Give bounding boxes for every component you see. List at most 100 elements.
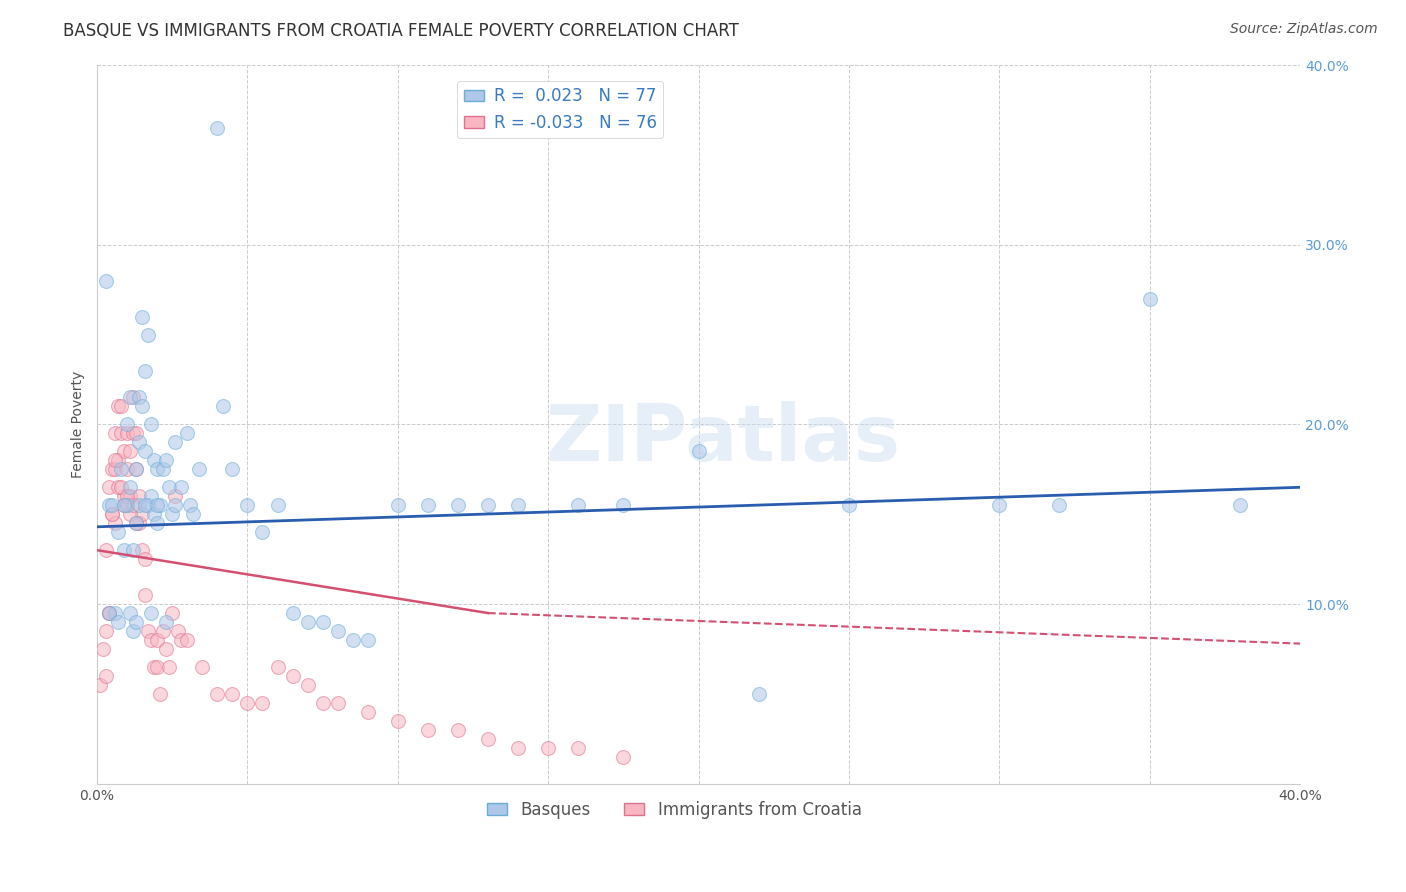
Point: [120, 391, 142, 405]
Legend: Basques, Immigrants from Croatia: Basques, Immigrants from Croatia: [481, 795, 869, 826]
Point: [94, 543, 117, 558]
Point: [416, 723, 439, 737]
Point: [136, 624, 159, 638]
Point: [146, 660, 169, 674]
Point: [94, 274, 117, 288]
Point: [143, 453, 166, 467]
Point: [612, 749, 634, 764]
Point: [125, 462, 148, 476]
Point: [122, 498, 145, 512]
Point: [167, 624, 190, 638]
Point: [342, 632, 364, 647]
Point: [98, 606, 121, 620]
Point: [149, 687, 172, 701]
Point: [748, 687, 770, 701]
Point: [128, 435, 150, 450]
Point: [128, 489, 150, 503]
Point: [134, 552, 156, 566]
Point: [188, 462, 211, 476]
Point: [141, 489, 163, 503]
Point: [176, 632, 198, 647]
Point: [143, 660, 166, 674]
Point: [165, 489, 187, 503]
Point: [477, 498, 499, 512]
Point: [537, 740, 560, 755]
Point: [125, 516, 148, 531]
Point: [155, 642, 177, 657]
Point: [162, 606, 184, 620]
Point: [688, 444, 710, 458]
Point: [179, 498, 201, 512]
Point: [98, 498, 121, 512]
Point: [165, 435, 187, 450]
Point: [125, 462, 148, 476]
Text: BASQUE VS IMMIGRANTS FROM CROATIA FEMALE POVERTY CORRELATION CHART: BASQUE VS IMMIGRANTS FROM CROATIA FEMALE…: [63, 22, 740, 40]
Point: [101, 508, 124, 522]
Point: [112, 498, 135, 512]
Point: [120, 444, 142, 458]
Point: [281, 669, 304, 683]
Point: [107, 480, 129, 494]
Point: [115, 462, 138, 476]
Point: [143, 508, 166, 522]
Point: [120, 508, 142, 522]
Point: [157, 660, 180, 674]
Point: [112, 498, 135, 512]
Point: [110, 462, 132, 476]
Point: [110, 400, 132, 414]
Point: [110, 480, 132, 494]
Point: [104, 462, 127, 476]
Point: [447, 498, 470, 512]
Point: [357, 705, 380, 719]
Point: [94, 624, 117, 638]
Point: [131, 400, 153, 414]
Point: [120, 489, 142, 503]
Point: [838, 498, 860, 512]
Point: [134, 588, 156, 602]
Point: [89, 678, 111, 692]
Point: [131, 508, 153, 522]
Point: [236, 696, 259, 710]
Point: [297, 615, 319, 629]
Point: [506, 498, 529, 512]
Point: [207, 120, 229, 135]
Point: [131, 310, 153, 324]
Point: [221, 462, 243, 476]
Point: [141, 606, 163, 620]
Point: [207, 687, 229, 701]
Point: [104, 606, 127, 620]
Point: [266, 498, 288, 512]
Point: [91, 642, 114, 657]
Point: [146, 632, 169, 647]
Point: [107, 615, 129, 629]
Point: [612, 498, 634, 512]
Point: [146, 498, 169, 512]
Text: ZIPatlas: ZIPatlas: [546, 401, 900, 477]
Point: [115, 426, 138, 441]
Point: [122, 624, 145, 638]
Point: [152, 462, 174, 476]
Point: [104, 426, 127, 441]
Point: [101, 462, 124, 476]
Point: [128, 516, 150, 531]
Point: [162, 508, 184, 522]
Point: [146, 516, 169, 531]
Point: [149, 498, 172, 512]
Point: [1049, 498, 1071, 512]
Point: [98, 480, 121, 494]
Point: [122, 391, 145, 405]
Point: [98, 606, 121, 620]
Point: [326, 696, 349, 710]
Point: [112, 444, 135, 458]
Point: [120, 606, 142, 620]
Point: [125, 516, 148, 531]
Point: [567, 740, 589, 755]
Point: [107, 453, 129, 467]
Y-axis label: Female Poverty: Female Poverty: [72, 371, 86, 478]
Point: [155, 615, 177, 629]
Point: [131, 543, 153, 558]
Point: [297, 678, 319, 692]
Point: [141, 632, 163, 647]
Point: [112, 489, 135, 503]
Point: [134, 363, 156, 377]
